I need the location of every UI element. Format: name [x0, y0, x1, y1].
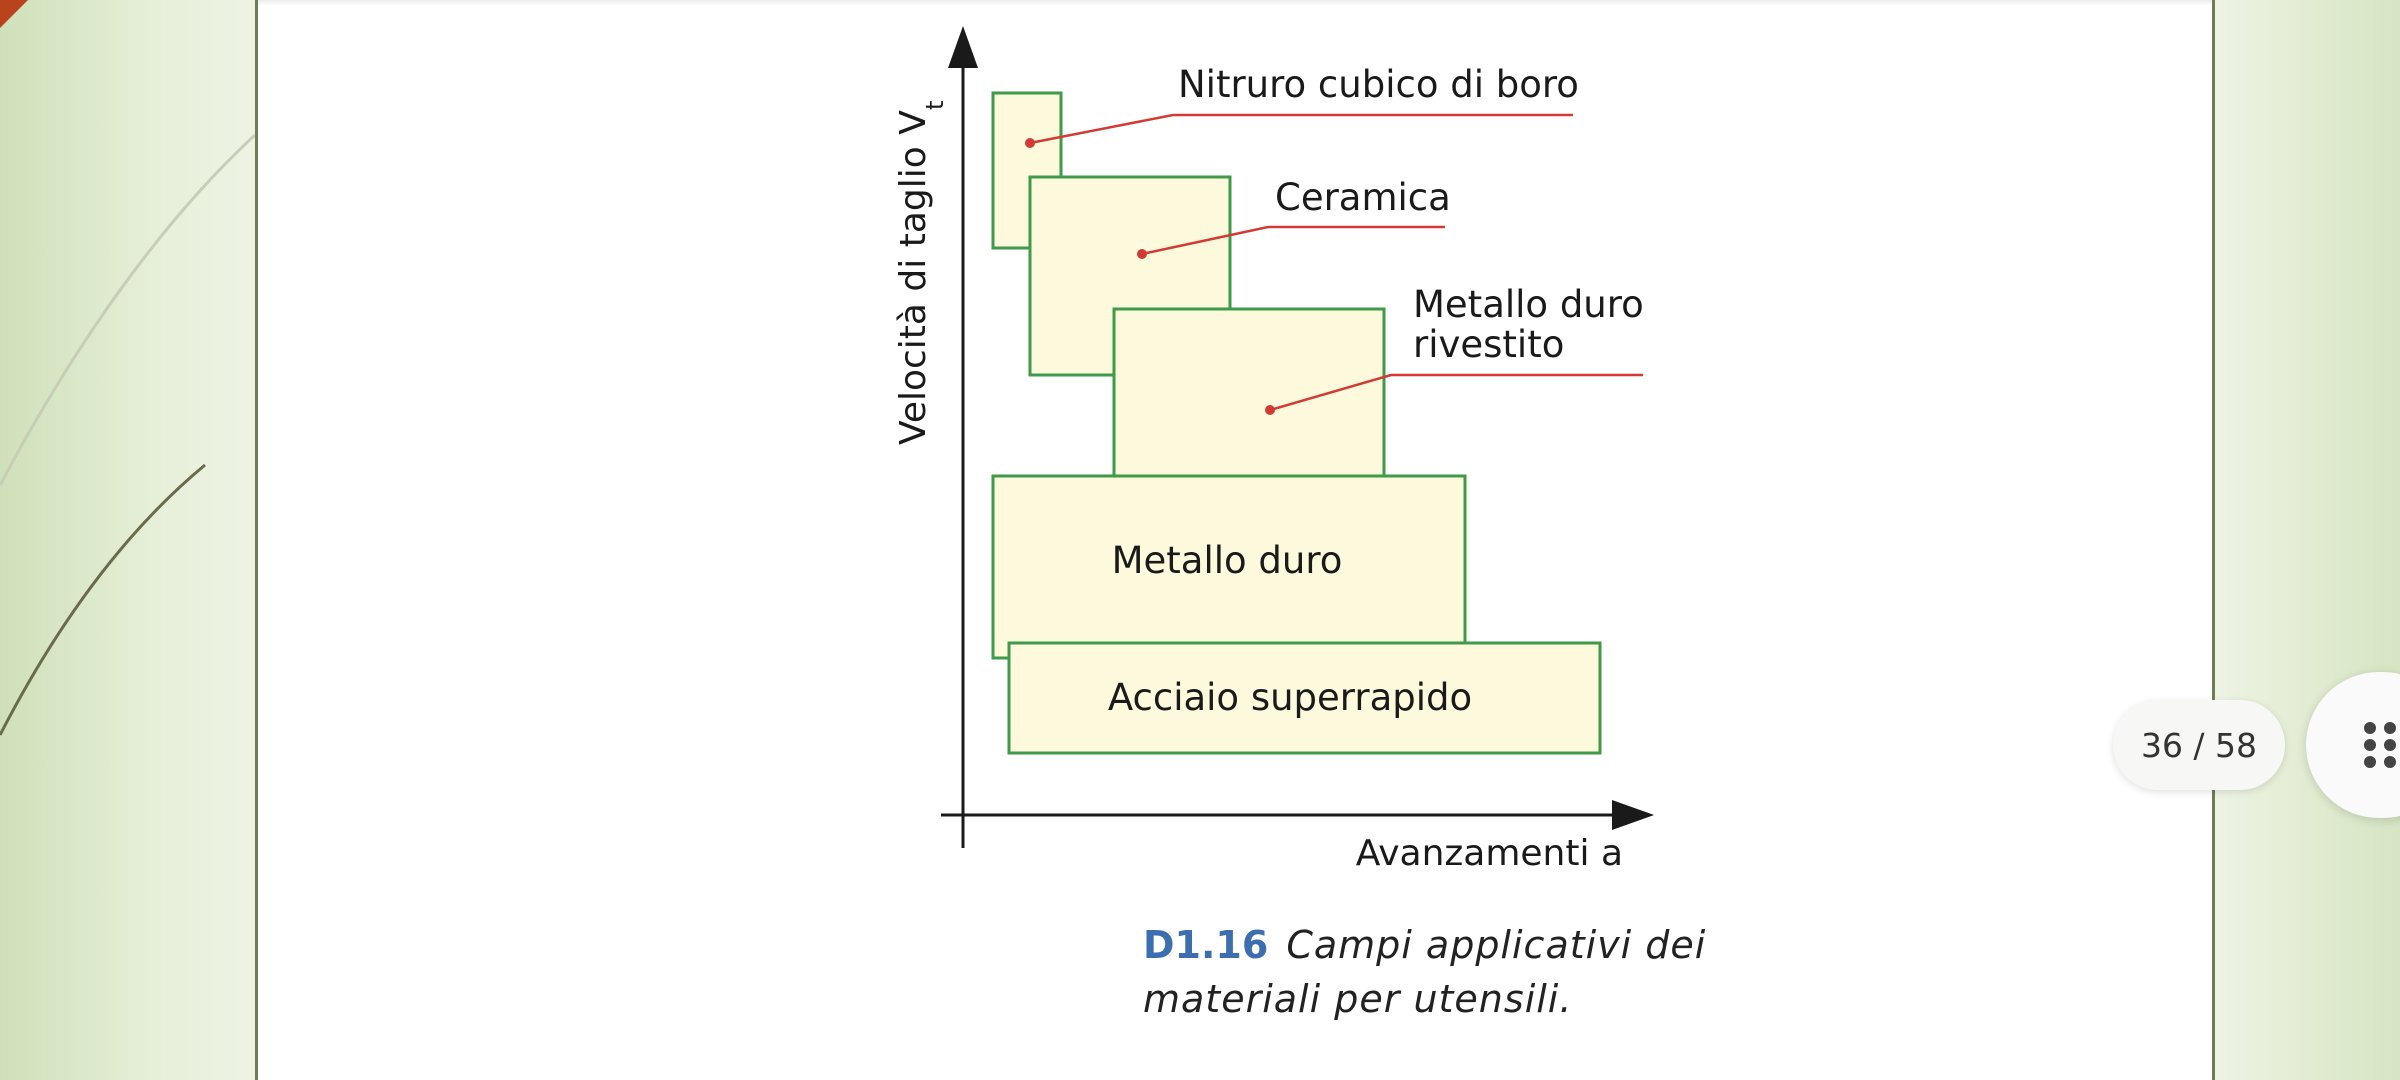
slide-background-right	[2215, 0, 2400, 1080]
dot-ceramic	[1137, 249, 1147, 259]
page-indicator[interactable]: 36 / 58	[2113, 700, 2285, 790]
box-hss	[1007, 641, 1602, 755]
label-carbide: Metallo duro	[1112, 539, 1343, 582]
tool-materials-diagram: Nitruro cubico di boro Ceramica Metallo …	[893, 26, 1654, 874]
leader-coated-carbide	[1269, 373, 1643, 412]
caption-number: D1.16	[1143, 923, 1269, 967]
decorative-curves	[0, 133, 255, 736]
caption-text: Campi applicativi dei materiali per uten…	[1143, 923, 1707, 1021]
dot-coated-carbide	[1265, 405, 1275, 415]
label-boron-nitride: Nitruro cubico di boro	[1178, 63, 1579, 106]
slide-page: Nitruro cubico di boro Ceramica Metallo …	[255, 0, 2215, 1080]
label-hss: Acciaio superrapido	[1108, 676, 1472, 719]
leader-boron-nitride	[1029, 113, 1573, 145]
y-axis-subscript: t	[921, 101, 949, 110]
leader-ceramic	[1141, 225, 1445, 256]
x-axis-label: Avanzamenti a	[1356, 833, 1623, 874]
slide-top-edge	[258, 0, 2212, 6]
box-carbide	[991, 474, 1467, 660]
grid-dots-icon	[2364, 722, 2396, 768]
dot-boron-nitride	[1025, 138, 1035, 148]
corner-marker	[0, 0, 28, 28]
label-ceramic: Ceramica	[1275, 176, 1451, 219]
label-coated-carbide-line2: rivestito	[1413, 323, 1564, 366]
label-coated-carbide-line1: Metallo duro	[1413, 283, 1644, 326]
figure-caption: D1.16 Campi applicativi dei materiali per…	[1143, 918, 1863, 1026]
y-axis-label: Velocità di taglio V	[893, 110, 934, 445]
box-coated-carbide	[1112, 307, 1386, 495]
